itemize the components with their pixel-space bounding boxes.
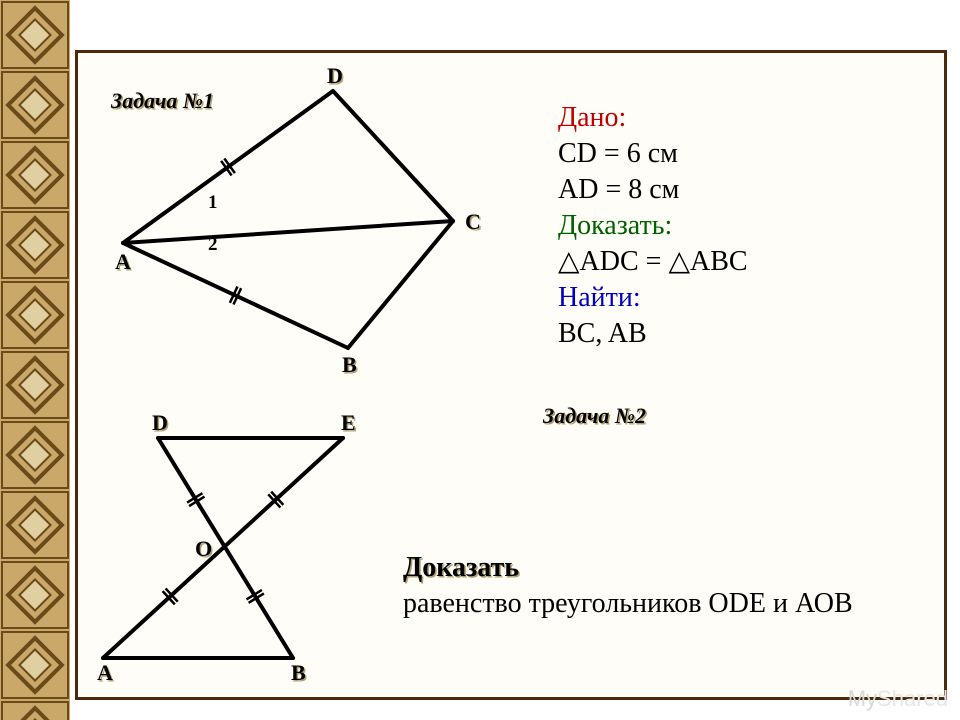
svg-text:C: C [465,209,481,234]
svg-text:BC, AB: BC, AB [558,318,647,349]
svg-text:AD = 8 см: AD = 8 см [558,174,680,205]
watermark-my: My [848,686,877,711]
svg-text:Найти:: Найти: [558,282,641,313]
svg-text:A: A [115,249,131,274]
svg-text:1: 1 [208,192,218,213]
svg-text:O: O [195,536,212,561]
content-frame: Задача №1Задача №1AABBCCDD12Дано:CD = 6 … [75,50,947,700]
svg-text:D: D [152,410,168,435]
svg-text:CD = 6 см: CD = 6 см [558,138,678,169]
slide-root: Задача №1Задача №1AABBCCDD12Дано:CD = 6 … [0,0,960,720]
svg-text:Задача №1: Задача №1 [110,88,214,113]
watermark: MyShared [848,686,948,712]
svg-text:Доказать: Доказать [403,552,519,583]
main-svg: Задача №1Задача №1AABBCCDD12Дано:CD = 6 … [78,53,944,697]
svg-text:B: B [342,352,357,377]
watermark-shared: Shared [877,686,948,711]
svg-text:B: B [291,660,306,685]
svg-text:D: D [327,63,343,88]
svg-text:E: E [341,410,356,435]
svg-text:Дано:: Дано: [558,102,626,133]
svg-text:A: A [97,660,113,685]
svg-text:2: 2 [208,234,218,255]
svg-text:Задача №2: Задача №2 [542,403,646,428]
sidebar-pattern [0,0,70,720]
svg-text:Доказать:: Доказать: [558,210,672,241]
svg-text:равенство треугольников ODE и: равенство треугольников ODE и АОВ [403,588,853,619]
svg-text:△ADC = △ABC: △ADC = △ABC [558,246,748,277]
